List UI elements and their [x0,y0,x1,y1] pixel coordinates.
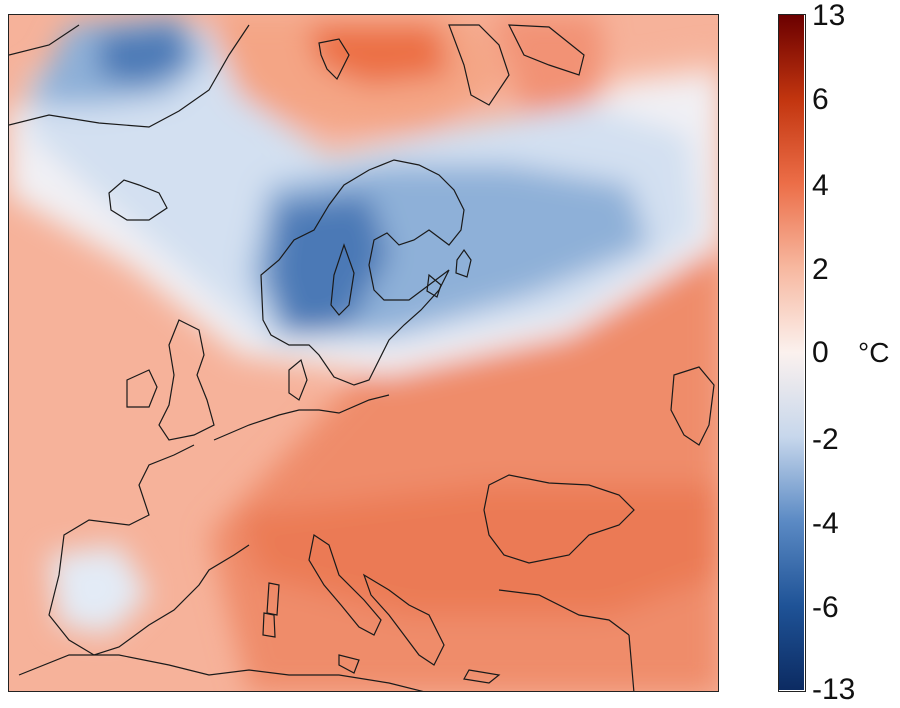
colorbar-tick-label: -2 [812,423,839,456]
colorbar-tick-label: 13 [812,0,846,32]
colorbar-tick-label: -6 [812,591,839,624]
colorbar [778,14,806,692]
colorbar-tick-label: -13 [812,673,856,706]
colorbar-unit-label: °C [858,337,890,368]
colorbar-tick-label: 6 [812,83,829,116]
colorbar-tick-label: 4 [812,169,829,202]
coastlines [9,24,715,691]
colorbar-tick-label: -4 [812,507,839,540]
colorbar-tick-label: 2 [812,253,829,286]
map-panel [8,14,719,692]
colorbar-tick-label: 0 [812,336,829,369]
colorbar-gradient [779,15,804,690]
anomaly-field [9,15,718,691]
